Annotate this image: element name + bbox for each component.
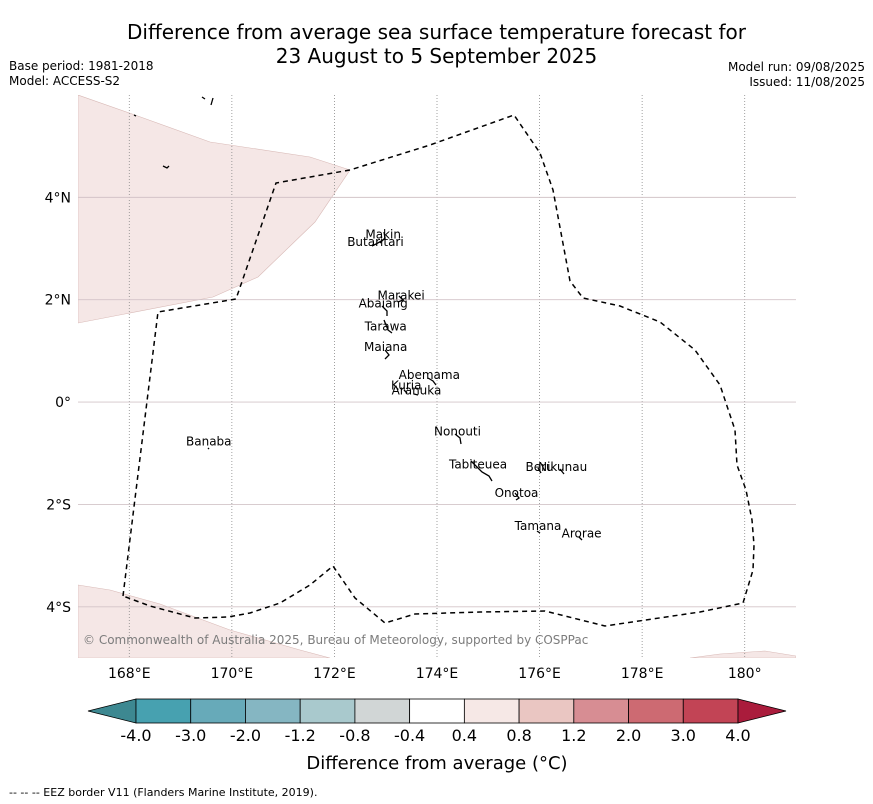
- coast-nikunau: [559, 468, 565, 475]
- meta-right: Model run: 09/08/2025 Issued: 11/08/2025: [728, 60, 865, 90]
- colorbar: [87, 698, 787, 724]
- colorbar-low-extension: [87, 698, 137, 724]
- coast-beru: [537, 467, 542, 474]
- island-label-abaiang: Abaiang: [359, 296, 408, 310]
- colorbar-segment: [463, 698, 520, 724]
- coast-tamana: [536, 530, 541, 534]
- lon-tick-label: 172°E: [313, 666, 356, 682]
- coast-north-islet-4: [162, 165, 170, 169]
- lon-tick-label: 178°E: [621, 666, 664, 682]
- colorbar-segment: [682, 698, 739, 724]
- coast-arorae: [578, 536, 583, 541]
- colorbar-tick-label: -1.2: [285, 726, 316, 745]
- colorbar-segment: [190, 698, 246, 724]
- island-label-abemama: Abemama: [399, 368, 460, 382]
- coastlines: [133, 96, 583, 541]
- coast-north-islet-1: [201, 96, 206, 100]
- title-line-2: 23 August to 5 September 2025: [275, 44, 598, 68]
- coast-north-islet-2: [210, 97, 214, 106]
- colorbar-tick-label: -0.4: [394, 726, 425, 745]
- coast-tabiteuea: [470, 460, 493, 482]
- lon-tick-label: 176°E: [518, 666, 561, 682]
- island-label-makin: Makin: [365, 227, 401, 241]
- island-label-beru: Beru: [525, 460, 553, 474]
- meta-left: Base period: 1981-2018 Model: ACCESS-S2: [9, 59, 154, 89]
- coast-nonouti: [454, 433, 462, 445]
- anomaly-region-north: [78, 95, 351, 324]
- island-label-marakei: Marakei: [377, 289, 424, 303]
- lon-tick-label: 174°E: [416, 666, 459, 682]
- anomaly-region-southeast: [689, 650, 796, 658]
- coast-banaba: [207, 447, 210, 450]
- base-period: Base period: 1981-2018: [9, 59, 154, 73]
- colorbar-tick-label: 0.4: [452, 726, 477, 745]
- lat-tick-label: 4°S: [46, 600, 71, 616]
- issued-date: Issued: 11/08/2025: [749, 75, 865, 89]
- island-label-maiana: Maiana: [364, 340, 407, 354]
- colorbar-segment: [518, 698, 575, 724]
- coast-north-islet-3: [133, 114, 137, 117]
- coast-aranuka: [413, 393, 419, 396]
- island-label-butaritari: Butaritari: [347, 235, 404, 249]
- coast-maiana: [384, 349, 390, 360]
- colorbar-tick-label: -2.0: [230, 726, 261, 745]
- colorbar-segment: [135, 698, 192, 724]
- colorbar-segment: [409, 698, 465, 724]
- coast-tarawa: [383, 319, 393, 334]
- longitude-labels: 168°E 170°E 172°E 174°E 176°E 178°E 180°: [108, 666, 762, 682]
- island-label-onotoa: Onotoa: [495, 486, 539, 500]
- lat-tick-label: 2°N: [45, 293, 71, 309]
- colorbar-title: Difference from average (°C): [306, 753, 567, 774]
- island-label-nonouti: Nonouti: [434, 424, 481, 438]
- colorbar-tick-label: 4.0: [725, 726, 750, 745]
- title-line-1: Difference from average sea surface temp…: [126, 20, 746, 44]
- latitude-labels: 4°N 2°N 0° 2°S 4°S: [45, 190, 72, 615]
- colorbar-tick-label: 1.2: [561, 726, 586, 745]
- lat-tick-label: 2°S: [46, 497, 71, 513]
- colorbar-tick-label: -4.0: [120, 726, 151, 745]
- coast-abaiang: [381, 305, 388, 316]
- coast-marakei: [397, 295, 405, 303]
- island-label-tarawa: Tarawa: [364, 319, 407, 333]
- map-title: Difference from average sea surface temp…: [0, 20, 873, 68]
- anomaly-region-southwest: [78, 584, 331, 658]
- island-label-nikunau: Nikunau: [538, 460, 587, 474]
- colorbar-high-extension: [737, 698, 787, 724]
- lat-tick-label: 4°N: [45, 190, 71, 206]
- lat-tick-label: 0°: [55, 395, 71, 411]
- copyright-note: © Commonwealth of Australia 2025, Bureau…: [83, 633, 588, 647]
- colorbar-segment: [573, 698, 629, 724]
- colorbar-segment: [354, 698, 411, 724]
- colorbar-tick-label: -0.8: [339, 726, 370, 745]
- anomaly-shading: [78, 95, 796, 658]
- island-label-arorae: Arorae: [562, 527, 602, 541]
- island-label-tabiteuea: Tabiteuea: [448, 458, 507, 472]
- island-label-tamana: Tamana: [514, 519, 562, 533]
- island-label-kuria: Kuria: [391, 378, 422, 392]
- colorbar-tick-label: 3.0: [671, 726, 696, 745]
- model-run: Model run: 09/08/2025: [727, 60, 865, 74]
- colorbar-tick-label: 0.8: [506, 726, 531, 745]
- colorbar-tick-label: -3.0: [175, 726, 206, 745]
- colorbar-tick-label: 2.0: [616, 726, 641, 745]
- colorbar-segment: [299, 698, 356, 724]
- coast-butaritari: [371, 239, 384, 247]
- coast-onotoa: [514, 492, 520, 501]
- map-graticule: [78, 95, 796, 658]
- colorbar-segment: [628, 698, 684, 724]
- island-label-aranuka: Aranuka: [392, 383, 442, 397]
- lon-tick-label: 168°E: [108, 666, 151, 682]
- colorbar-labels: -4.0 -3.0 -2.0 -1.2 -0.8 -0.4 0.4 0.8 1.2 2.0 3.0 4…: [120, 726, 750, 745]
- coast-kuria: [403, 389, 408, 394]
- eez-border: [122, 114, 755, 627]
- coast-abemama: [427, 377, 437, 386]
- lon-tick-label: 180°: [728, 666, 762, 682]
- model-name: Model: ACCESS-S2: [9, 74, 121, 88]
- lon-tick-label: 170°E: [211, 666, 254, 682]
- island-label-banaba: Banaba: [186, 435, 232, 449]
- colorbar-segment: [245, 698, 301, 724]
- eez-footnote: -- -- -- EEZ border V11 (Flanders Marine…: [9, 786, 318, 799]
